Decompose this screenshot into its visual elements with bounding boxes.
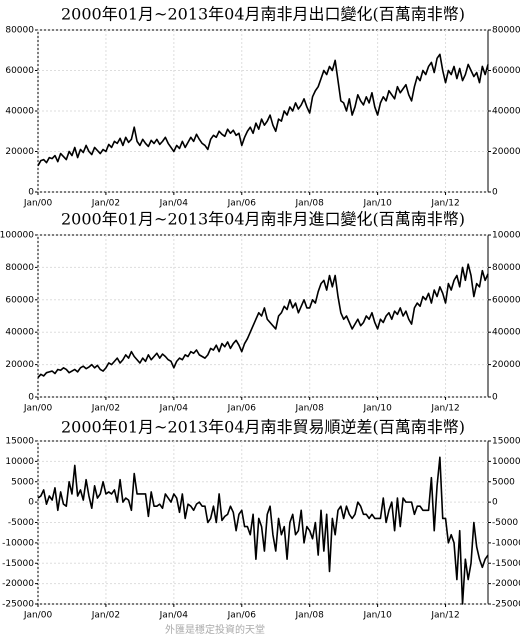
x-tick-label: Jan/06 <box>227 404 257 414</box>
x-tick-label: Jan/12 <box>430 404 459 414</box>
y-tick-label: 5000 <box>11 477 34 487</box>
y-tick-label: 15000 <box>5 437 34 447</box>
y-tick-label: -5000 <box>8 518 34 528</box>
y2-tick-label: -5000 <box>492 518 518 528</box>
y-tick-label: 40000 <box>5 328 34 338</box>
x-tick-label: Jan/06 <box>227 199 257 209</box>
y-tick-label: -15000 <box>2 559 34 569</box>
y2-tick-label: 60000 <box>492 295 520 305</box>
y-tick-label: -20000 <box>2 579 34 589</box>
x-tick-label: Jan/02 <box>91 611 120 621</box>
y-tick-label: 60000 <box>5 295 34 305</box>
x-tick-label: Jan/08 <box>295 611 325 621</box>
y2-tick-label: -15000 <box>492 559 520 569</box>
x-tick-label: Jan/06 <box>227 611 257 621</box>
y-tick-label: 80000 <box>5 26 34 36</box>
y2-tick-label: 100000 <box>492 231 520 241</box>
x-tick-label: Jan/08 <box>295 404 325 414</box>
y2-tick-label: -10000 <box>492 538 520 548</box>
x-tick-label: Jan/00 <box>23 199 53 209</box>
y2-tick-label: 20000 <box>492 360 520 370</box>
y2-tick-label: 10000 <box>492 457 520 467</box>
x-tick-label: Jan/10 <box>362 199 392 209</box>
y2-tick-label: 0 <box>492 188 498 198</box>
x-tick-label: Jan/04 <box>159 611 189 621</box>
y2-tick-label: 80000 <box>492 263 520 273</box>
y2-tick-label: 0 <box>492 393 498 403</box>
y-tick-label: 20000 <box>5 147 34 157</box>
chart-title: 2000年01月~2013年04月南非月進口變化(百萬南非幣) <box>61 210 465 229</box>
data-line <box>37 263 489 379</box>
x-tick-label: Jan/04 <box>159 199 189 209</box>
x-tick-label: Jan/10 <box>362 404 392 414</box>
y-tick-label: -10000 <box>2 538 34 548</box>
chart-title: 2000年01月~2013年04月南非月出口變化(百萬南非幣) <box>61 5 465 24</box>
x-tick-label: Jan/00 <box>23 404 53 414</box>
y-tick-label: -25000 <box>2 600 34 610</box>
watermark: 外匯是穩定投資的天堂 <box>165 623 265 636</box>
x-tick-label: Jan/12 <box>430 611 459 621</box>
y2-tick-label: 80000 <box>492 26 520 36</box>
y-tick-label: 100000 <box>0 231 34 241</box>
y2-tick-label: 40000 <box>492 107 520 117</box>
x-tick-label: Jan/12 <box>430 199 459 209</box>
x-tick-label: Jan/10 <box>362 611 392 621</box>
x-tick-label: Jan/08 <box>295 199 325 209</box>
y2-tick-label: 0 <box>492 498 498 508</box>
y-tick-label: 40000 <box>5 107 34 117</box>
x-tick-label: Jan/02 <box>91 199 120 209</box>
y2-tick-label: 40000 <box>492 328 520 338</box>
y2-tick-label: 15000 <box>492 437 520 447</box>
x-tick-label: Jan/02 <box>91 404 120 414</box>
y-tick-label: 10000 <box>5 457 34 467</box>
y-tick-label: 0 <box>28 498 34 508</box>
y2-tick-label: -20000 <box>492 579 520 589</box>
data-line <box>37 53 489 167</box>
data-line <box>37 456 489 605</box>
y2-tick-label: -25000 <box>492 600 520 610</box>
x-tick-label: Jan/04 <box>159 404 189 414</box>
x-tick-label: Jan/00 <box>23 611 53 621</box>
y2-tick-label: 60000 <box>492 66 520 76</box>
y-tick-label: 0 <box>28 393 34 403</box>
y2-tick-label: 20000 <box>492 147 520 157</box>
y-tick-label: 80000 <box>5 263 34 273</box>
chart-title: 2000年01月~2013年04月南非貿易順逆差(百萬南非幣) <box>61 418 465 437</box>
y-tick-label: 0 <box>28 188 34 198</box>
y-tick-label: 20000 <box>5 360 34 370</box>
y2-tick-label: 5000 <box>492 477 515 487</box>
y-tick-label: 60000 <box>5 66 34 76</box>
